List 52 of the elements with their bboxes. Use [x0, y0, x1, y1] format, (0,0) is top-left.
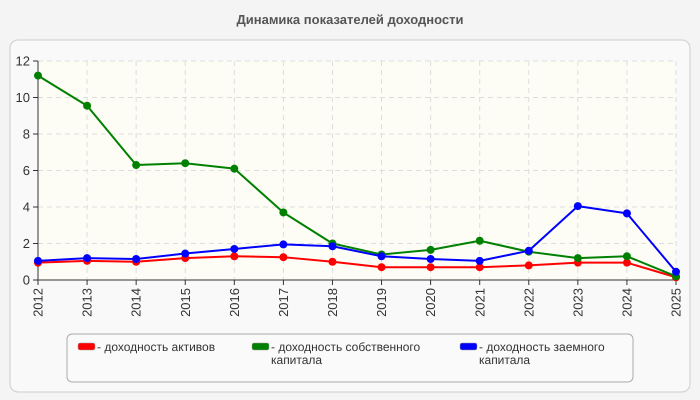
x-tick-label: 2023	[570, 288, 586, 317]
x-tick-label: 2024	[619, 288, 634, 317]
point	[181, 250, 190, 258]
point	[83, 102, 92, 110]
x-tick-label: 2015	[178, 288, 193, 317]
point	[83, 254, 92, 262]
point	[132, 255, 140, 264]
point	[279, 253, 288, 262]
y-tick-label: 8	[22, 126, 30, 142]
point	[230, 252, 238, 260]
y-tick-label: 4	[22, 200, 30, 215]
y-tick-label: 0	[22, 272, 30, 288]
point	[672, 268, 680, 276]
point	[426, 246, 435, 254]
y-tick-label: 2	[22, 236, 30, 252]
x-tick-label: 2020	[423, 288, 438, 317]
point	[34, 72, 42, 80]
point	[132, 161, 140, 170]
point	[426, 255, 435, 264]
point	[476, 256, 484, 265]
x-tick-label: 2021	[472, 288, 488, 317]
y-tick-label: 10	[16, 90, 30, 106]
point	[230, 244, 238, 253]
y-tick-label: 6	[22, 163, 30, 178]
chart-title: Динамика показателей доходности	[236, 12, 464, 27]
point	[328, 242, 336, 250]
x-tick-label: 2018	[325, 288, 340, 317]
legend-label: - доходность заемного капитала	[479, 340, 606, 367]
point	[622, 252, 631, 260]
x-tick-label: 2019	[374, 288, 390, 317]
point	[476, 236, 484, 245]
point	[230, 164, 238, 173]
x-tick-label: 2022	[521, 288, 536, 317]
point	[574, 202, 582, 210]
point	[524, 261, 533, 270]
y-tick-label: 12	[16, 54, 30, 69]
point	[279, 240, 288, 248]
point	[328, 258, 336, 266]
point	[574, 254, 582, 262]
point	[378, 263, 386, 272]
point	[279, 208, 288, 216]
x-tick-label: 2025	[668, 288, 684, 317]
legend-label: - доходность собственного капитала	[271, 340, 421, 367]
point	[181, 159, 190, 168]
x-tick-label: 2014	[128, 288, 144, 317]
x-tick-label: 2016	[226, 288, 242, 317]
point	[426, 263, 435, 272]
x-tick-label: 2017	[276, 288, 291, 317]
x-tick-label: 2013	[80, 288, 95, 317]
point	[622, 209, 631, 218]
x-tick-label: 2012	[30, 288, 46, 317]
legend-label: - доходность активов	[97, 340, 216, 354]
